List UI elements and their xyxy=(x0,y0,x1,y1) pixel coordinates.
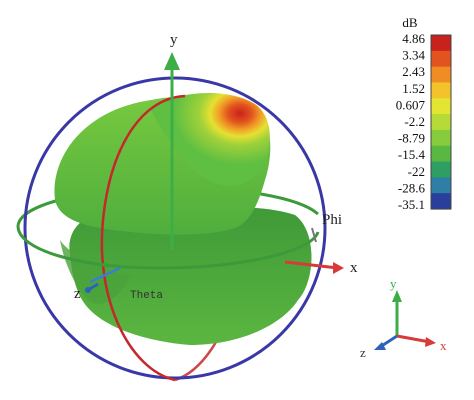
theta-marker xyxy=(89,266,121,284)
colorbar-tick-label: 4.86 xyxy=(402,31,425,46)
colorbar-tick-label: -22 xyxy=(408,164,425,179)
colorbar-tick-label: 2.43 xyxy=(402,64,425,79)
colorbar-swatch xyxy=(431,129,451,147)
pattern-shadow-region xyxy=(60,240,130,304)
colorbar-swatch xyxy=(431,35,451,52)
x-axis-line xyxy=(284,260,339,270)
triad-y-label: y xyxy=(390,276,397,291)
colorbar-tick-label: -15.4 xyxy=(398,147,426,162)
triad-y-arrow xyxy=(392,290,402,302)
colorbar-tick-label: -2.2 xyxy=(404,114,425,129)
colorbar-unit: dB xyxy=(402,15,418,30)
x-axis-arrow xyxy=(333,262,344,274)
colorbar-swatch xyxy=(431,145,451,163)
y-axis-arrow xyxy=(164,52,180,70)
z-axis-origin xyxy=(85,287,91,293)
phi-label: Phi xyxy=(322,212,342,228)
colorbar-swatch xyxy=(431,98,451,115)
y-axis-label: y xyxy=(170,32,178,48)
red-great-circle-front xyxy=(100,94,186,382)
colorbar-tick-label: -28.6 xyxy=(398,180,426,195)
colorbar-swatch xyxy=(431,161,451,178)
colorbar-tick-label: 0.607 xyxy=(396,97,426,112)
phi-marker xyxy=(311,227,317,243)
colorbar-tick-label: 1.52 xyxy=(402,81,425,96)
x-axis-label: x xyxy=(350,260,358,276)
colorbar-swatches xyxy=(431,35,451,210)
triad-x-label: x xyxy=(440,338,447,353)
colorbar-swatch xyxy=(431,114,451,131)
colorbar-swatch xyxy=(431,193,451,210)
equator-ring-front xyxy=(16,225,320,270)
triad-z-label: z xyxy=(360,345,366,360)
triad-x-arrow xyxy=(425,337,436,347)
pattern-lower-lobe xyxy=(69,207,312,345)
z-axis-label: z xyxy=(74,286,81,302)
colorbar-tick-label: 3.34 xyxy=(402,48,425,63)
colorbar-ticks: 4.86 3.342.43 1.520.607 -2.2 -8.79-15.4 -22-2… xyxy=(396,31,426,212)
colorbar-frame xyxy=(430,34,452,210)
colorbar-tick-label: -8.79 xyxy=(398,131,425,146)
triad-x-line xyxy=(396,334,431,344)
colorbar: dB 4.86 3.342.43 1.520.607 -2.2 -8.79-15.4 -2… xyxy=(396,15,452,212)
colorbar-swatch xyxy=(431,82,451,99)
triad-z-arrow xyxy=(374,342,386,350)
colorbar-swatch xyxy=(431,177,451,194)
colorbar-tick-label: -35.1 xyxy=(398,197,425,212)
orientation-triad: y x z xyxy=(360,276,447,360)
main-lobe-peak xyxy=(150,92,270,186)
colorbar-swatch xyxy=(431,66,451,84)
blue-great-circle xyxy=(23,76,327,380)
theta-label: Theta xyxy=(130,290,163,302)
colorbar-swatch xyxy=(431,50,451,68)
